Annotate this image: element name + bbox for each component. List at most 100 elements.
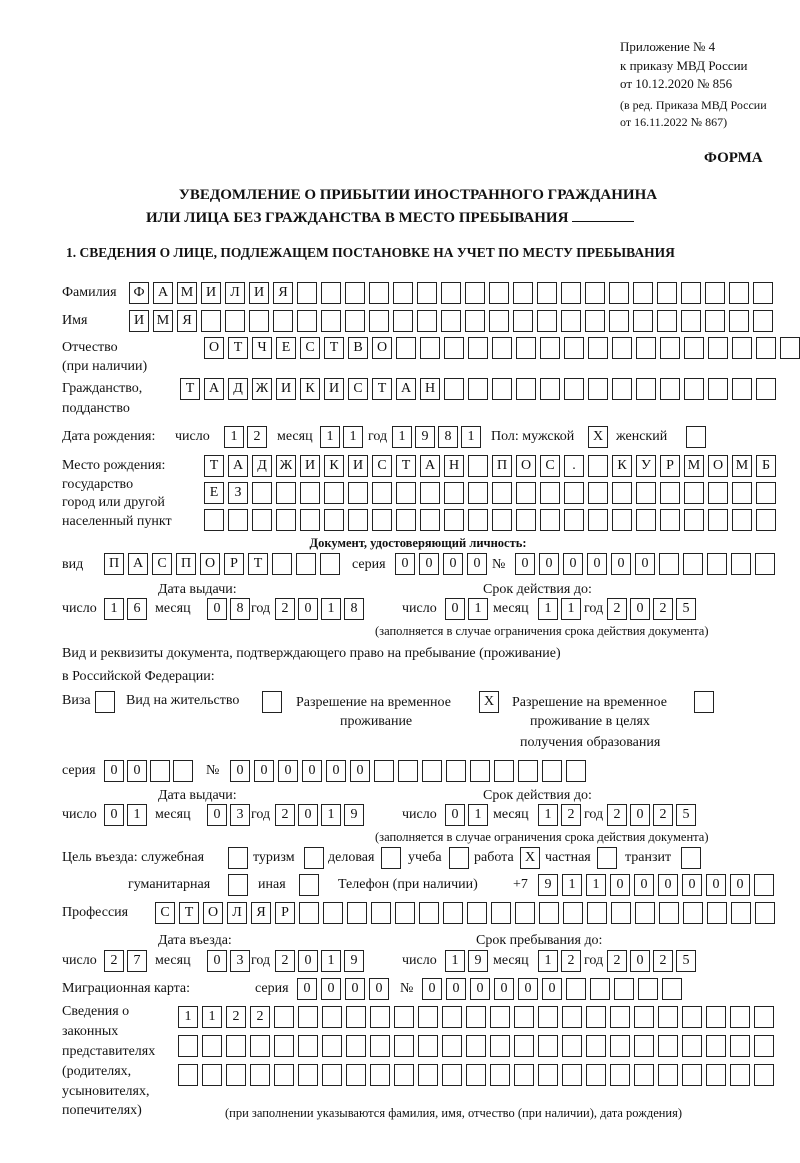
surname-cell[interactable] (393, 282, 413, 304)
name-cell[interactable] (225, 310, 245, 332)
birthplace-3-cell[interactable] (228, 509, 248, 531)
legal-reps-2-cell[interactable] (706, 1035, 726, 1057)
surname-cell[interactable] (657, 282, 677, 304)
surname-cell[interactable] (441, 282, 461, 304)
purpose-transit-checkbox[interactable] (681, 847, 701, 869)
birthplace-1-cell[interactable]: Т (396, 455, 416, 477)
profession-cell[interactable] (683, 902, 703, 924)
name-cell[interactable] (297, 310, 317, 332)
patronymic-cell[interactable] (708, 337, 728, 359)
stay-until-day-cell[interactable]: 9 (468, 950, 488, 972)
birthplace-2-cell[interactable] (468, 482, 488, 504)
profession-cell[interactable] (539, 902, 559, 924)
birthplace-1-cell[interactable]: И (300, 455, 320, 477)
legal-reps-1-cell[interactable]: 1 (178, 1006, 198, 1028)
migration-series-cell[interactable]: 0 (369, 978, 389, 1000)
birth-year-cell[interactable]: 1 (461, 426, 481, 448)
stay-valid-day-cell[interactable]: 0 (445, 804, 465, 826)
birthplace-1-cell[interactable] (588, 455, 608, 477)
birthplace-3-cell[interactable] (732, 509, 752, 531)
stay-issue-day-cell[interactable]: 0 (104, 804, 124, 826)
legal-reps-1-cell[interactable] (274, 1006, 294, 1028)
id-number-cell[interactable] (707, 553, 727, 575)
birthplace-3-cell[interactable] (636, 509, 656, 531)
birthplace-3-cell[interactable] (516, 509, 536, 531)
citizenship-cell[interactable] (612, 378, 632, 400)
legal-reps-3-cell[interactable] (370, 1064, 390, 1086)
birthplace-2-cell[interactable]: Е (204, 482, 224, 504)
surname-cell[interactable]: Л (225, 282, 245, 304)
legal-reps-3-cell[interactable] (706, 1064, 726, 1086)
id-kind-cell[interactable]: Р (224, 553, 244, 575)
citizenship-cell[interactable]: Д (228, 378, 248, 400)
birthplace-3-cell[interactable] (588, 509, 608, 531)
citizenship-cell[interactable] (468, 378, 488, 400)
patronymic-cell[interactable] (444, 337, 464, 359)
surname-cell[interactable] (537, 282, 557, 304)
profession-cell[interactable] (707, 902, 727, 924)
name-cell[interactable] (657, 310, 677, 332)
id-issue-day-cell[interactable]: 1 (104, 598, 124, 620)
citizenship-cell[interactable] (564, 378, 584, 400)
phone-cell[interactable] (754, 874, 774, 896)
birthplace-3-cell[interactable] (324, 509, 344, 531)
name-cell[interactable] (369, 310, 389, 332)
profession-cell[interactable] (491, 902, 511, 924)
legal-reps-3-cell[interactable] (346, 1064, 366, 1086)
stay-number-cell[interactable] (542, 760, 562, 782)
legal-reps-3-cell[interactable] (274, 1064, 294, 1086)
profession-cell[interactable]: Т (179, 902, 199, 924)
legal-reps-3-cell[interactable] (298, 1064, 318, 1086)
id-number-cell[interactable]: 0 (635, 553, 655, 575)
migration-number-cell[interactable]: 0 (494, 978, 514, 1000)
id-valid-day-cell[interactable]: 1 (468, 598, 488, 620)
legal-reps-1-cell[interactable] (610, 1006, 630, 1028)
surname-cell[interactable] (585, 282, 605, 304)
birthplace-2-cell[interactable] (420, 482, 440, 504)
name-cell[interactable] (489, 310, 509, 332)
migration-number-cell[interactable]: 0 (518, 978, 538, 1000)
profession-cell[interactable]: Р (275, 902, 295, 924)
surname-cell[interactable] (633, 282, 653, 304)
patronymic-cell[interactable] (468, 337, 488, 359)
legal-reps-2-cell[interactable] (202, 1035, 222, 1057)
patronymic-cell[interactable] (636, 337, 656, 359)
stay-number-cell[interactable]: 0 (278, 760, 298, 782)
birthplace-3-cell[interactable] (564, 509, 584, 531)
phone-cell[interactable]: 9 (538, 874, 558, 896)
legal-reps-2-cell[interactable] (370, 1035, 390, 1057)
name-cell[interactable]: Я (177, 310, 197, 332)
profession-cell[interactable] (323, 902, 343, 924)
stay-valid-month-cell[interactable]: 2 (561, 804, 581, 826)
birthplace-3-cell[interactable] (300, 509, 320, 531)
legal-reps-1-cell[interactable] (442, 1006, 462, 1028)
stay-issue-year-cell[interactable]: 9 (344, 804, 364, 826)
patronymic-cell[interactable]: Е (276, 337, 296, 359)
citizenship-cell[interactable] (660, 378, 680, 400)
name-cell[interactable] (561, 310, 581, 332)
birthplace-1-cell[interactable]: К (612, 455, 632, 477)
citizenship-cell[interactable] (732, 378, 752, 400)
entry-month-cell[interactable]: 0 (207, 950, 227, 972)
stay-number-cell[interactable]: 0 (230, 760, 250, 782)
name-cell[interactable] (753, 310, 773, 332)
birthplace-1-cell[interactable]: К (324, 455, 344, 477)
phone-cell[interactable]: 0 (634, 874, 654, 896)
birthplace-2-cell[interactable] (588, 482, 608, 504)
phone-cell[interactable]: 1 (586, 874, 606, 896)
name-cell[interactable] (441, 310, 461, 332)
stay-number-cell[interactable] (566, 760, 586, 782)
id-issue-month-cell[interactable]: 8 (230, 598, 250, 620)
temp-residence-edu-checkbox[interactable] (694, 691, 714, 713)
profession-cell[interactable] (563, 902, 583, 924)
birthplace-2-cell[interactable] (276, 482, 296, 504)
legal-reps-1-cell[interactable] (658, 1006, 678, 1028)
birth-day-cell[interactable]: 1 (224, 426, 244, 448)
legal-reps-1-cell[interactable] (514, 1006, 534, 1028)
stay-until-month-cell[interactable]: 1 (538, 950, 558, 972)
id-kind-cell[interactable]: А (128, 553, 148, 575)
id-kind-cell[interactable] (272, 553, 292, 575)
birthplace-1-cell[interactable]: Т (204, 455, 224, 477)
citizenship-cell[interactable] (756, 378, 776, 400)
id-valid-year-cell[interactable]: 2 (607, 598, 627, 620)
